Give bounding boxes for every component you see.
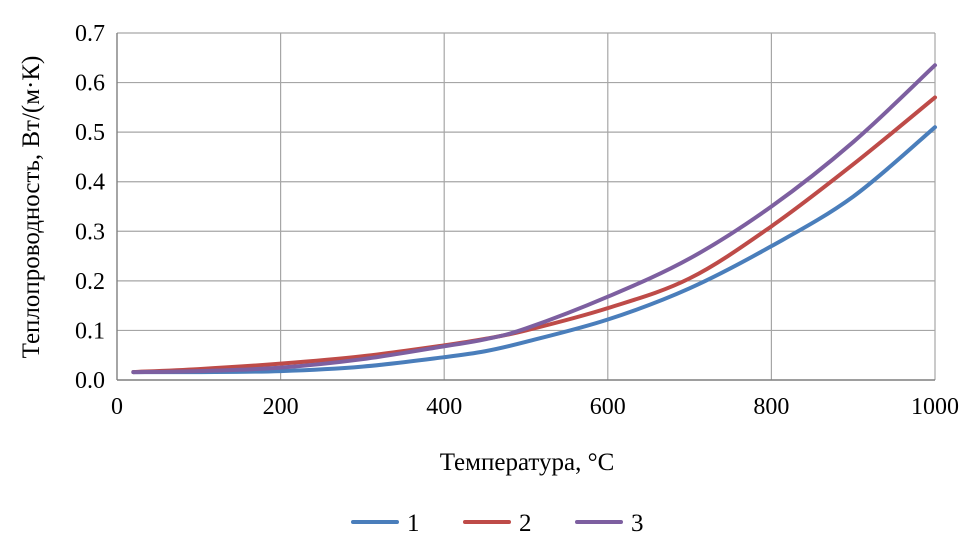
legend-item-3: 3 <box>575 510 644 537</box>
series-line-1 <box>131 125 937 375</box>
y-tick-labels: 0.0 0.1 0.2 0.3 0.4 0.5 0.6 0.7 <box>75 21 105 394</box>
legend-label: 2 <box>519 510 532 537</box>
axes <box>116 33 935 381</box>
series-lines <box>131 63 937 375</box>
y-tick-label: 0.0 <box>75 368 105 394</box>
series-line-3 <box>131 63 937 375</box>
y-tick-label: 0.2 <box>75 269 105 295</box>
x-tick-label: 600 <box>590 394 626 420</box>
y-tick-label: 0.3 <box>75 219 105 245</box>
y-tick-label: 0.7 <box>75 21 105 47</box>
legend-item-1: 1 <box>351 510 420 537</box>
legend-label: 3 <box>631 510 644 537</box>
x-axis-title: Температура, °С <box>440 449 615 476</box>
grid <box>117 32 936 380</box>
legend-label: 1 <box>407 510 420 537</box>
x-tick-label: 200 <box>263 394 299 420</box>
y-axis-title: Теплопроводность, Вт/(м·К) <box>18 56 45 359</box>
x-tick-label: 1000 <box>911 394 959 420</box>
x-tick-label: 800 <box>753 394 789 420</box>
legend-item-2: 2 <box>463 510 532 537</box>
y-tick-label: 0.6 <box>75 71 105 97</box>
y-tick-label: 0.4 <box>75 170 105 196</box>
legend: 1 2 3 <box>351 510 644 537</box>
x-tick-label: 400 <box>426 394 462 420</box>
x-tick-label: 0 <box>111 394 123 420</box>
y-tick-label: 0.5 <box>75 120 105 146</box>
y-tick-label: 0.1 <box>75 318 105 344</box>
x-tick-labels: 0 200 400 600 800 1000 <box>111 394 959 420</box>
